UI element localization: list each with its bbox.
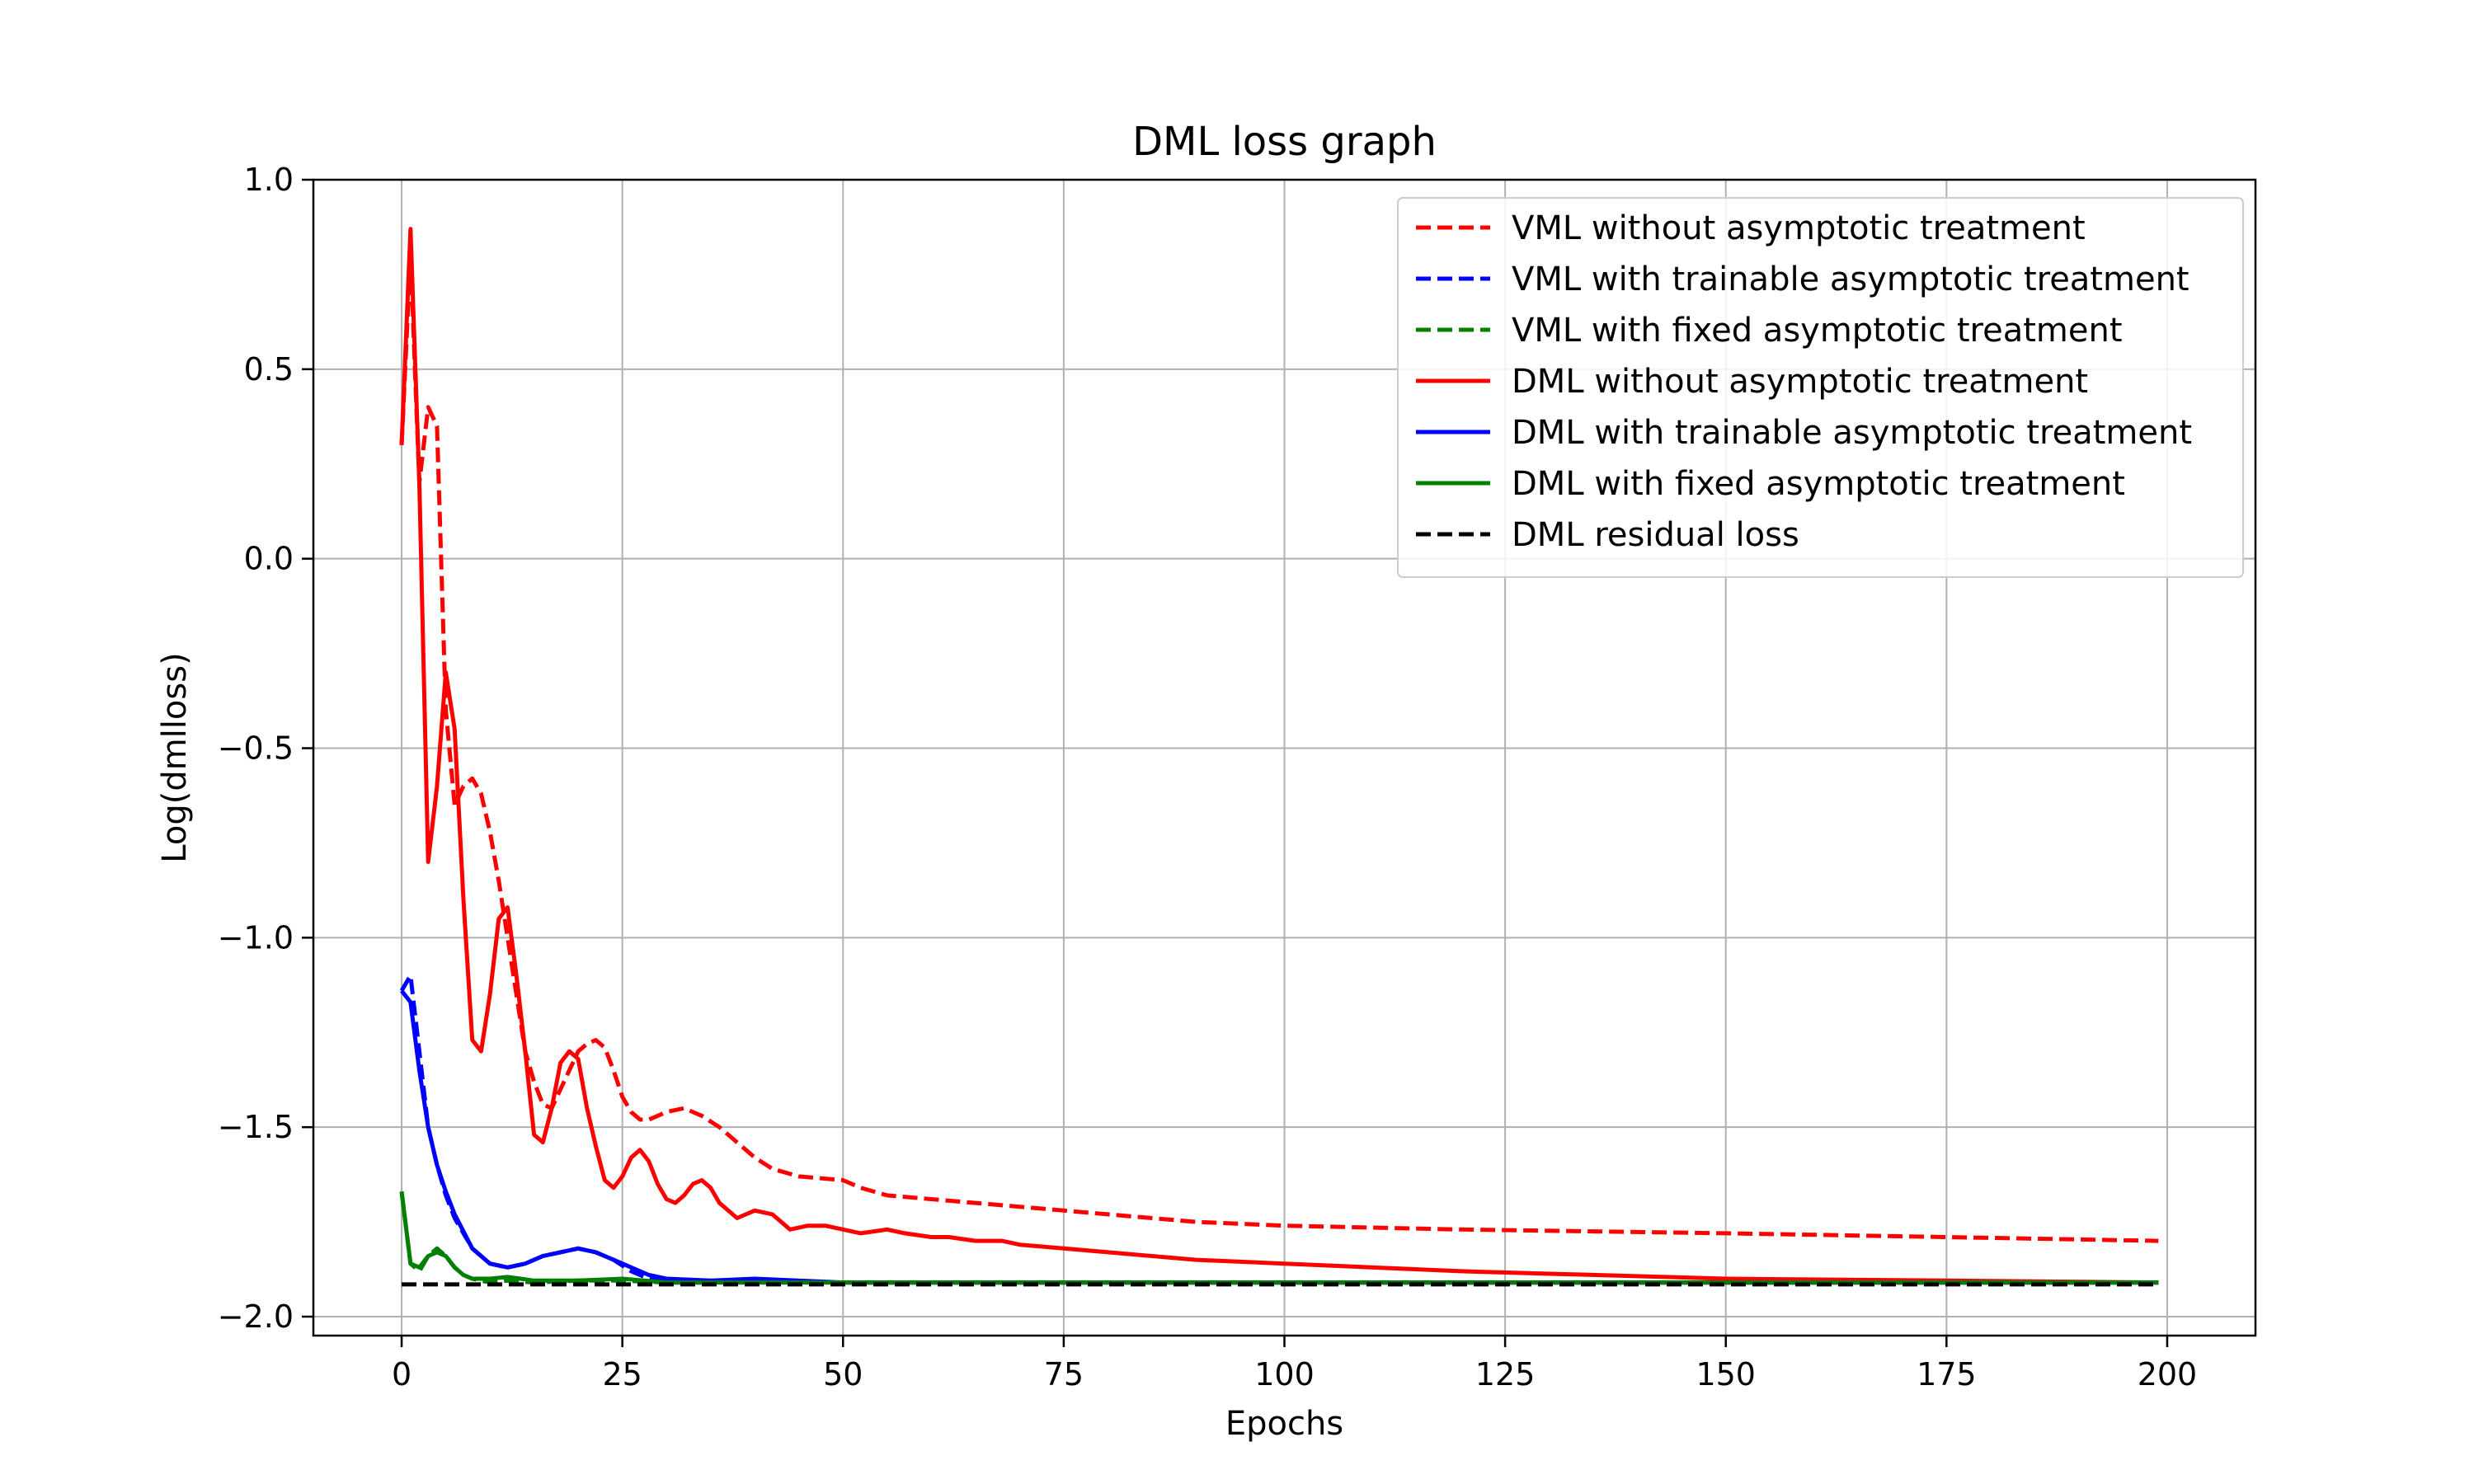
x-tick-label-5: 125 <box>1475 1356 1536 1392</box>
series-line-4 <box>400 989 2159 1285</box>
y-tick-label-5: −1.5 <box>218 1109 294 1145</box>
y-tick-label-6: −2.0 <box>218 1298 294 1335</box>
y-tick-label-4: −1.0 <box>218 919 294 956</box>
legend-label-3: DML without asymptotic treatment <box>1512 363 2088 401</box>
x-tick-label-8: 200 <box>2138 1356 2198 1392</box>
x-tick-label-2: 50 <box>823 1356 863 1392</box>
y-tick-label-2: 0.0 <box>244 541 294 577</box>
y-tick-label-3: −0.5 <box>218 730 294 767</box>
x-axis-label: Epochs <box>1225 1405 1343 1443</box>
legend-label-5: DML with fixed asymptotic treatment <box>1512 465 2125 503</box>
legend: VML without asymptotic treatment VML with… <box>1397 197 2244 578</box>
x-axis-ticks: 0 25 50 75 100 125 150 175 200 <box>392 1336 2197 1392</box>
x-tick-label-1: 25 <box>602 1356 642 1392</box>
chart-title: DML loss graph <box>1132 119 1437 165</box>
legend-box <box>1397 197 2244 578</box>
legend-label-1: VML with trainable asymptotic treatment <box>1512 261 2189 298</box>
y-axis-ticks: 1.0 0.5 0.0 −0.5 −1.0 −1.5 −2.0 <box>218 162 313 1335</box>
x-tick-label-7: 175 <box>1917 1356 1977 1392</box>
series-line-0 <box>399 253 2159 1243</box>
legend-label-6: DML residual loss <box>1512 516 1799 554</box>
y-axis-label: Log(dmlloss) <box>156 652 194 862</box>
x-tick-label-0: 0 <box>392 1356 412 1392</box>
x-tick-label-6: 150 <box>1696 1356 1756 1392</box>
y-tick-label-1: 0.5 <box>244 351 294 387</box>
legend-label-2: VML with fixed asymptotic treatment <box>1512 312 2123 350</box>
series-layer <box>399 227 2159 1287</box>
y-tick-label-0: 1.0 <box>244 162 294 198</box>
legend-label-0: VML without asymptotic treatment <box>1512 209 2086 247</box>
series-line-3 <box>399 227 2159 1285</box>
x-tick-label-4: 100 <box>1254 1356 1315 1392</box>
x-tick-label-3: 75 <box>1044 1356 1084 1392</box>
legend-label-4: DML with trainable asymptotic treatment <box>1512 414 2192 452</box>
